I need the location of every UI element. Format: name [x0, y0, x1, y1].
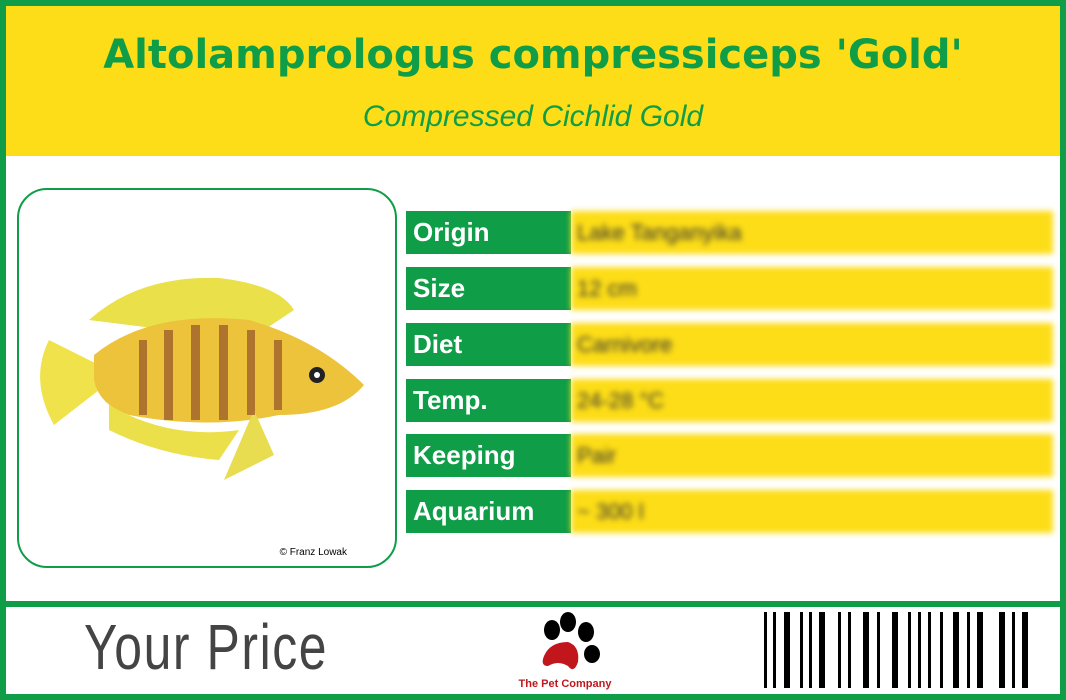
barcode-bar [838, 612, 841, 688]
footer-divider [0, 601, 1066, 607]
barcode-bar [967, 612, 970, 688]
logo-text: The Pet Company [518, 678, 612, 690]
price-label: Your Price [84, 611, 329, 683]
barcode-bar [863, 612, 869, 688]
fact-label: Keeping [406, 434, 571, 477]
header: Altolamprologus compressiceps 'Gold' Com… [6, 6, 1060, 156]
barcode-bar [784, 612, 790, 688]
barcode-bar [892, 612, 898, 688]
barcode-bar [800, 612, 803, 688]
fact-row-diet: Diet Carnivore [406, 323, 1053, 366]
barcode-bar [908, 612, 911, 688]
company-logo: The Pet Company [510, 608, 620, 692]
fact-value: 12 cm [571, 267, 1053, 310]
fact-label: Diet [406, 323, 571, 366]
barcode [764, 612, 1028, 688]
fact-label: Origin [406, 211, 571, 254]
fact-row-size: Size 12 cm [406, 267, 1053, 310]
barcode-bar [773, 612, 776, 688]
barcode-bar [928, 612, 931, 688]
fact-value: Pair [571, 434, 1053, 477]
barcode-bar [1022, 612, 1028, 688]
paw-icon [542, 612, 600, 670]
fact-row-origin: Origin Lake Tanganyika [406, 211, 1053, 254]
fact-row-temp: Temp. 24-28 °C [406, 379, 1053, 422]
fact-label: Temp. [406, 379, 571, 422]
fact-value: ~ 300 l [571, 490, 1053, 533]
barcode-bar [940, 612, 943, 688]
fact-value: Carnivore [571, 323, 1053, 366]
barcode-bar [848, 612, 851, 688]
barcode-bar [819, 612, 825, 688]
fact-label: Aquarium [406, 490, 571, 533]
fish-photo: © Franz Lowak [17, 188, 397, 568]
fish-image [40, 277, 364, 480]
barcode-bar [999, 612, 1005, 688]
fact-row-keeping: Keeping Pair [406, 434, 1053, 477]
species-title: Altolamprologus compressiceps 'Gold' [103, 32, 963, 78]
barcode-bar [809, 612, 812, 688]
fact-value: Lake Tanganyika [571, 211, 1053, 254]
barcode-bar [953, 612, 959, 688]
barcode-bar [977, 612, 983, 688]
fact-row-aquarium: Aquarium ~ 300 l [406, 490, 1053, 533]
fact-value: 24-28 °C [571, 379, 1053, 422]
barcode-bar [764, 612, 767, 688]
barcode-bar [877, 612, 880, 688]
barcode-bar [1012, 612, 1015, 688]
common-name: Compressed Cichlid Gold [362, 100, 704, 133]
photo-credit: © Franz Lowak [279, 547, 347, 558]
fact-label: Size [406, 267, 571, 310]
barcode-bar [918, 612, 921, 688]
